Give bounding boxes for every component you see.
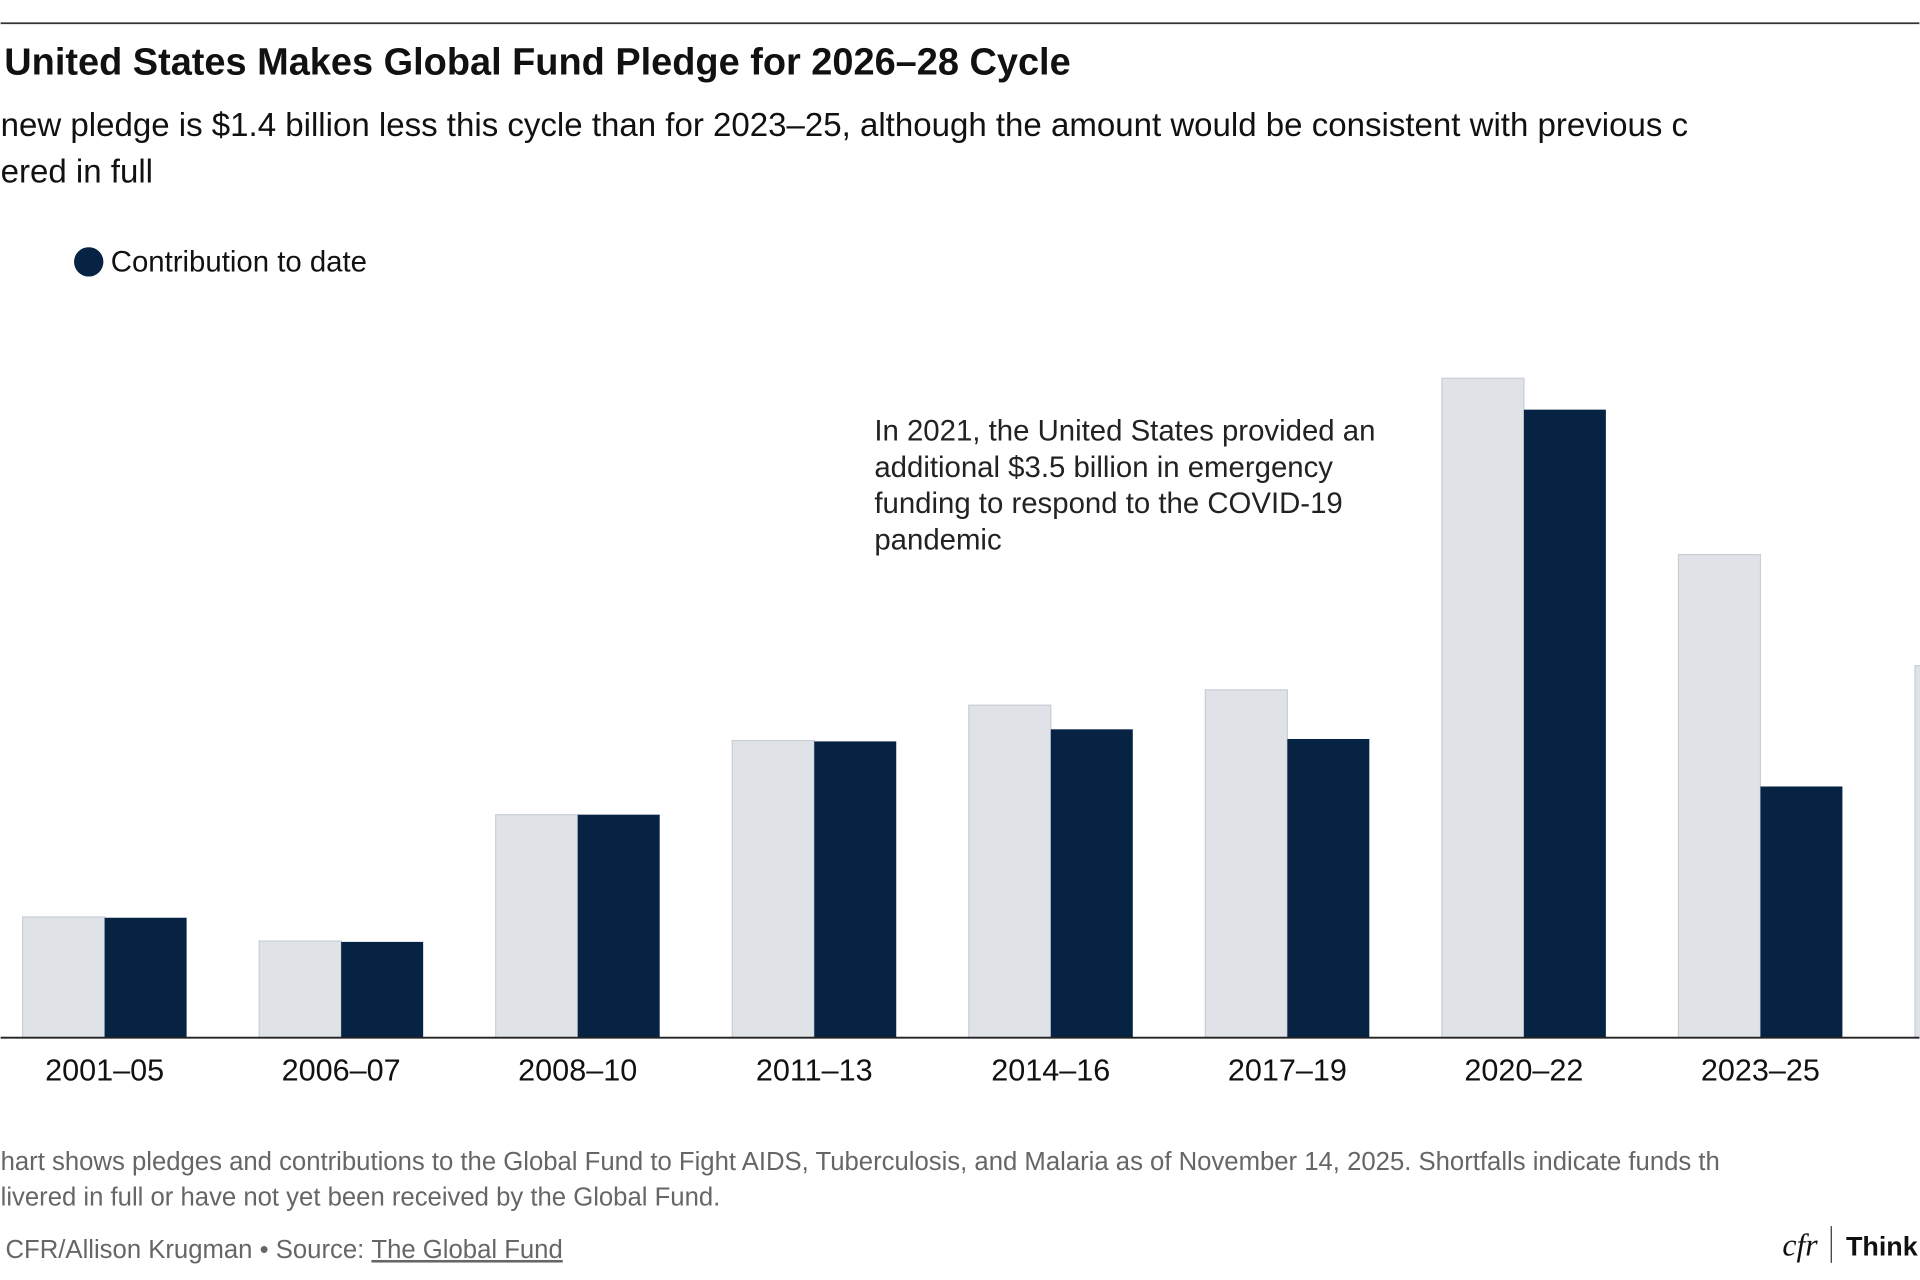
plot-area: 2001–05 2006–07 2008–10 2011–13 2014–16 2017–… bbox=[0, 377, 1920, 1088]
bar bbox=[258, 940, 342, 1039]
logo: cfr bbox=[1782, 1228, 1818, 1263]
bar bbox=[1441, 377, 1525, 1039]
bar bbox=[1050, 729, 1133, 1038]
x-tick-label: 2001–05 bbox=[45, 1054, 164, 1088]
bar bbox=[22, 916, 106, 1039]
x-tick-label: 2014–16 bbox=[991, 1054, 1110, 1088]
annotation-line: pandemic bbox=[874, 524, 1001, 557]
bar bbox=[1914, 665, 1920, 1039]
bar bbox=[577, 814, 660, 1038]
bar bbox=[731, 739, 815, 1039]
bar bbox=[1204, 689, 1288, 1039]
annotation-line: funding to respond to the COVID-19 bbox=[874, 487, 1342, 520]
credit: CFR/Allison Krugman • Source: The Global… bbox=[6, 1236, 563, 1264]
bar bbox=[968, 704, 1052, 1039]
bar bbox=[341, 941, 424, 1038]
subtitle-line: new pledge is $1.4 billion less this cyc… bbox=[1, 107, 1688, 144]
chart-title: United States Makes Global Fund Pledge f… bbox=[4, 42, 1070, 84]
bar bbox=[1677, 553, 1762, 1039]
legend: dgeContribution to date bbox=[74, 246, 367, 279]
x-tick-label: 2020–22 bbox=[1464, 1054, 1583, 1088]
bar bbox=[104, 917, 187, 1038]
x-tick-label: 2008–10 bbox=[518, 1054, 637, 1088]
bar bbox=[1760, 786, 1843, 1038]
bar bbox=[814, 741, 897, 1038]
logo-text: Think bbox=[1846, 1232, 1918, 1262]
x-tick-label: 2006–07 bbox=[282, 1054, 401, 1088]
annotation: In 2021, the United States provided anad… bbox=[874, 415, 1375, 557]
annotation-line: additional $3.5 billion in emergency bbox=[874, 451, 1333, 484]
footnote-line: livered in full or have not yet been rec… bbox=[1, 1183, 721, 1211]
bar bbox=[1287, 738, 1370, 1038]
legend-label: Contribution to date bbox=[111, 246, 367, 279]
footnote-line: hart shows pledges and contributions to … bbox=[1, 1148, 1720, 1176]
source-link[interactable]: The Global Fund bbox=[371, 1236, 562, 1264]
legend-swatch bbox=[74, 247, 104, 277]
x-tick-label: 2011–13 bbox=[756, 1054, 873, 1088]
x-tick-label: 2017–19 bbox=[1228, 1054, 1347, 1088]
bar bbox=[1523, 409, 1606, 1038]
credit-text: CFR/Allison Krugman • Source: bbox=[6, 1236, 372, 1264]
bar bbox=[495, 814, 579, 1039]
annotation-line: In 2021, the United States provided an bbox=[874, 415, 1375, 448]
x-tick-label: 2023–25 bbox=[1701, 1054, 1820, 1088]
subtitle-line: ered in full bbox=[1, 153, 153, 190]
